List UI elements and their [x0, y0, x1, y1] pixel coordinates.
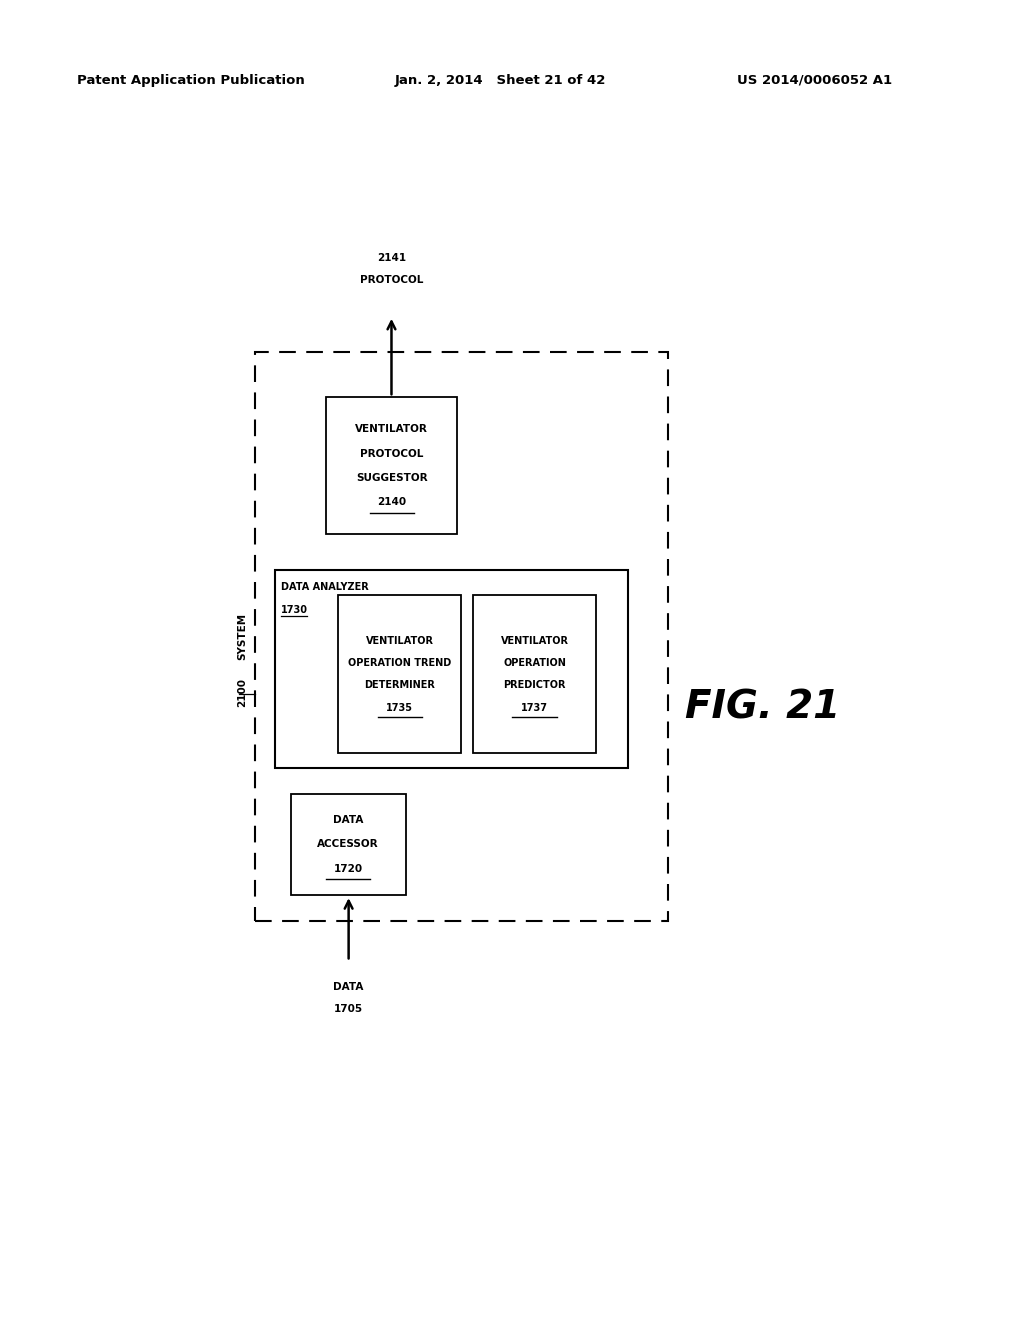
Text: OPERATION TREND: OPERATION TREND [348, 659, 452, 668]
Text: 1735: 1735 [386, 702, 414, 713]
Text: US 2014/0006052 A1: US 2014/0006052 A1 [737, 74, 892, 87]
Text: FIG. 21: FIG. 21 [685, 688, 841, 726]
Text: VENTILATOR: VENTILATOR [501, 636, 568, 645]
Bar [473, 595, 596, 752]
Bar [327, 397, 458, 535]
Text: VENTILATOR: VENTILATOR [366, 636, 434, 645]
Text: Patent Application Publication: Patent Application Publication [77, 74, 304, 87]
Text: 1737: 1737 [521, 702, 548, 713]
Text: 2140: 2140 [377, 498, 407, 507]
Text: DATA: DATA [333, 814, 364, 825]
Text: 1705: 1705 [334, 1005, 364, 1014]
Text: PROTOCOL: PROTOCOL [359, 276, 423, 285]
Text: DATA: DATA [334, 982, 364, 991]
Bar [274, 570, 628, 768]
Text: Jan. 2, 2014   Sheet 21 of 42: Jan. 2, 2014 Sheet 21 of 42 [394, 74, 605, 87]
Text: SYSTEM: SYSTEM [237, 612, 247, 660]
Text: PREDICTOR: PREDICTOR [504, 680, 566, 690]
Text: 1730: 1730 [282, 605, 308, 615]
Text: SUGGESTOR: SUGGESTOR [356, 473, 428, 483]
Text: 2100: 2100 [237, 677, 247, 706]
Text: DATA ANALYZER: DATA ANALYZER [282, 582, 369, 593]
Text: VENTILATOR: VENTILATOR [355, 424, 428, 434]
Text: DETERMINER: DETERMINER [365, 680, 435, 690]
Text: 2141: 2141 [377, 253, 407, 263]
Bar [338, 595, 462, 752]
Bar [255, 351, 668, 921]
Text: 1720: 1720 [334, 863, 362, 874]
Text: PROTOCOL: PROTOCOL [360, 449, 424, 458]
Bar [291, 793, 406, 895]
Text: OPERATION: OPERATION [503, 659, 566, 668]
Text: ACCESSOR: ACCESSOR [317, 840, 379, 850]
